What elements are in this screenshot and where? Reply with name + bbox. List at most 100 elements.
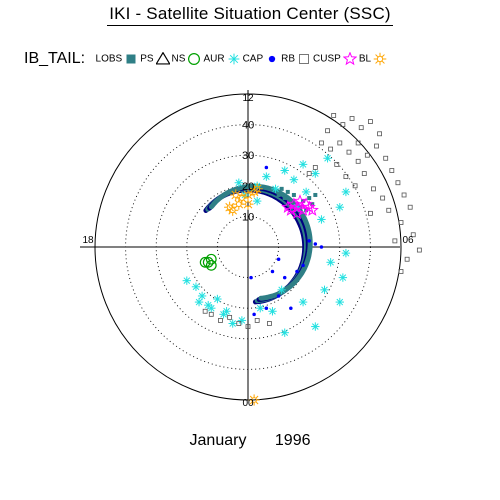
point-aur bbox=[335, 203, 344, 212]
point-rb bbox=[319, 140, 324, 146]
point-rb bbox=[202, 308, 208, 314]
point-rb bbox=[306, 171, 312, 176]
legend-marker bbox=[188, 52, 201, 65]
point-rb bbox=[328, 146, 334, 152]
legend-symbol-triangle-icon bbox=[155, 51, 170, 65]
point-ns bbox=[205, 259, 217, 271]
point-rb bbox=[374, 143, 379, 149]
point-aur bbox=[191, 282, 201, 291]
ps-band bbox=[203, 183, 313, 305]
legend-symbol-asterisk-icon bbox=[228, 53, 239, 65]
point-rb bbox=[377, 131, 382, 137]
point-bl bbox=[251, 183, 263, 195]
point-rb bbox=[401, 192, 407, 198]
point-rb bbox=[367, 119, 373, 124]
point-bl bbox=[248, 186, 260, 198]
point-bl bbox=[242, 198, 254, 210]
legend-entries: LOBS PS NS AUR CAP RB CUSP BL bbox=[96, 50, 390, 67]
point-rb bbox=[355, 140, 361, 146]
legend-entry-bl: BL bbox=[359, 50, 387, 68]
point-rb bbox=[361, 171, 367, 176]
point-lobs bbox=[307, 196, 312, 201]
point-rb bbox=[312, 165, 318, 170]
legend-label: CUSP bbox=[313, 53, 341, 65]
point-cap bbox=[270, 269, 275, 274]
data-layer bbox=[182, 113, 422, 406]
point-rb bbox=[398, 269, 404, 274]
point-aur bbox=[237, 316, 247, 325]
point-aur bbox=[222, 307, 231, 316]
local-time-label-12: 12 bbox=[242, 93, 254, 104]
point-rb bbox=[371, 186, 376, 192]
footer-year: 1996 bbox=[274, 432, 311, 449]
point-aur bbox=[204, 300, 213, 310]
radial-tick-label-10: 10 bbox=[242, 211, 254, 223]
point-rb bbox=[245, 324, 251, 329]
point-bl bbox=[227, 204, 239, 216]
legend-symbol-sunburst-icon bbox=[373, 52, 387, 66]
point-cusp bbox=[305, 203, 319, 216]
point-rb bbox=[340, 122, 346, 127]
radial-tick-label-20: 20 bbox=[242, 181, 254, 193]
point-aur bbox=[341, 248, 351, 258]
legend-label: NS bbox=[171, 53, 186, 65]
title-wrap: IKI - Satellite Situation Center (SSC) bbox=[0, 4, 500, 26]
legend-symbol-dot-icon bbox=[268, 55, 276, 62]
point-rb bbox=[398, 220, 404, 225]
point-cap bbox=[264, 165, 269, 170]
legend-entry-ps: PS bbox=[140, 50, 170, 68]
legend-marker bbox=[268, 55, 276, 62]
point-lobs bbox=[288, 199, 293, 204]
point-aur bbox=[228, 319, 237, 328]
point-rb bbox=[227, 314, 233, 320]
point-rb bbox=[410, 232, 416, 238]
point-rb bbox=[395, 180, 401, 186]
legend-label: CAP bbox=[242, 53, 264, 65]
point-aur bbox=[289, 175, 299, 184]
point-cusp bbox=[290, 206, 304, 220]
point-aur bbox=[320, 285, 329, 295]
legend-marker bbox=[373, 52, 387, 66]
point-aur bbox=[268, 307, 277, 316]
point-rb bbox=[404, 256, 410, 262]
point-cap bbox=[282, 275, 287, 280]
point-rb bbox=[346, 149, 352, 155]
point-lobs bbox=[291, 192, 296, 197]
legend-symbol-star-icon bbox=[342, 51, 357, 65]
point-aur bbox=[298, 160, 308, 169]
point-rb bbox=[358, 125, 364, 131]
point-rb bbox=[208, 311, 214, 317]
point-cap bbox=[264, 306, 269, 310]
legend-marker bbox=[155, 51, 170, 65]
point-aur bbox=[341, 187, 351, 197]
point-aur bbox=[197, 291, 207, 301]
legend-entry-cusp: CUSP bbox=[313, 50, 357, 68]
point-rb bbox=[386, 207, 392, 213]
legend-marker bbox=[342, 51, 357, 65]
point-aur bbox=[234, 178, 244, 187]
point-rb bbox=[416, 247, 422, 253]
point-cusp bbox=[293, 194, 307, 207]
point-rb bbox=[355, 158, 361, 164]
point-rb bbox=[343, 174, 349, 180]
point-rb bbox=[254, 318, 260, 323]
point-rb bbox=[218, 318, 223, 323]
point-rb bbox=[407, 204, 413, 210]
point-rb bbox=[383, 155, 389, 161]
legend-entry-aur: AUR bbox=[203, 50, 240, 68]
point-rb bbox=[331, 113, 337, 118]
point-rb bbox=[389, 168, 395, 173]
point-rb bbox=[392, 238, 398, 244]
point-rb bbox=[352, 183, 358, 189]
point-cusp bbox=[281, 200, 295, 213]
point-aur bbox=[301, 187, 311, 197]
point-ns bbox=[202, 256, 214, 268]
point-aur bbox=[280, 166, 289, 175]
point-aur bbox=[182, 276, 191, 285]
point-aur bbox=[311, 322, 320, 331]
point-cap bbox=[295, 269, 299, 274]
legend-marker bbox=[126, 54, 136, 64]
point-lobs bbox=[313, 192, 318, 197]
point-cap bbox=[276, 257, 281, 261]
